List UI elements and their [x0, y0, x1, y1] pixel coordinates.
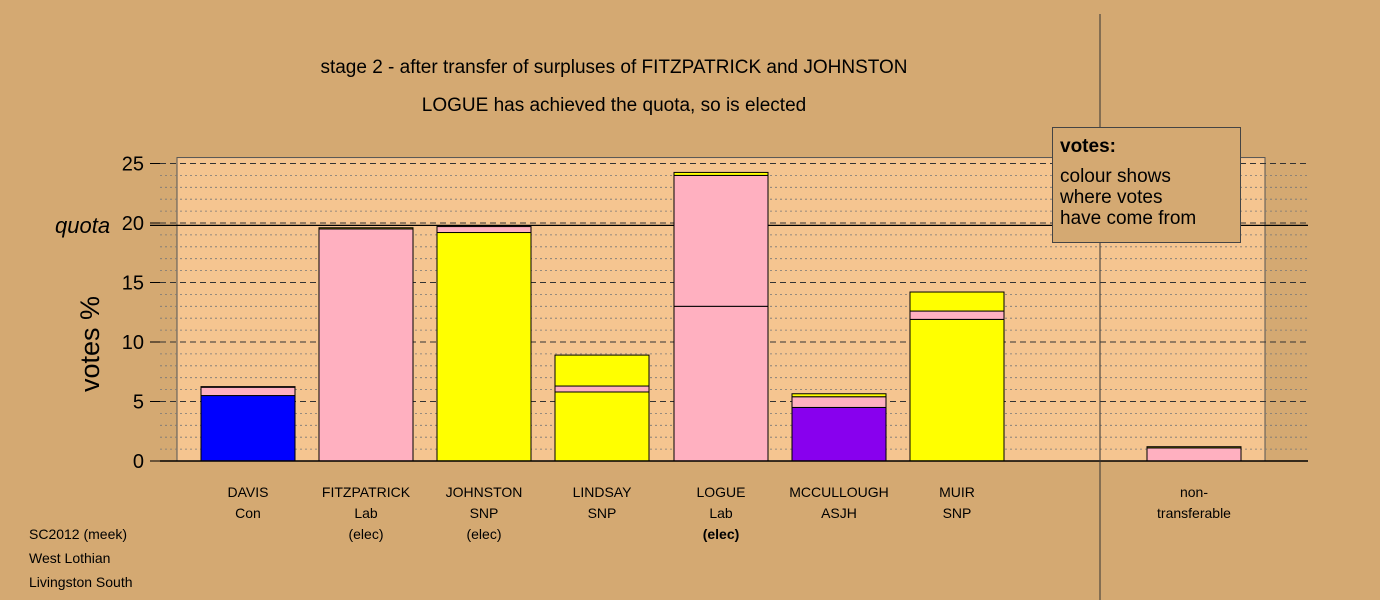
legend-line: have come from: [1060, 208, 1197, 229]
chart-subtitle: LOGUE has achieved the quota, so is elec…: [422, 95, 806, 116]
candidate-label-muir: MUIR: [939, 484, 975, 500]
nontransferable-label: transferable: [1157, 505, 1231, 521]
footer-council: West Lothian: [29, 550, 111, 566]
legend-line: colour shows: [1060, 166, 1171, 187]
bar-segment-fitzpatrick: [318, 228, 414, 462]
bar-segment-johnston: [436, 232, 532, 462]
y-tick-label: 0: [133, 451, 144, 473]
candidate-label-fitzpatrick: FITZPATRICK: [322, 484, 411, 500]
y-tick-label: 20: [122, 213, 144, 235]
bar-segment-logue: [673, 171, 769, 176]
bar-segment-johnston: [436, 226, 532, 234]
footer-method: SC2012 (meek): [29, 526, 128, 542]
nontransferable-label: non-: [1180, 484, 1208, 500]
y-tick-label: 25: [122, 154, 144, 176]
y-tick-label: 15: [122, 273, 144, 295]
bar-segment-muir: [909, 291, 1005, 312]
bar-segment-mccullough: [791, 393, 887, 398]
y-tick-label: 5: [133, 392, 144, 414]
y-tick-label: 10: [122, 332, 144, 354]
y-axis-label: votes %: [75, 296, 105, 392]
candidate-label-mccullough: MCCULLOUGH: [789, 484, 889, 500]
bar-segment-lindsay: [554, 354, 650, 387]
bar-segment-lindsay: [554, 391, 650, 462]
bar-segment-muir: [909, 318, 1005, 462]
bar-segment-davis: [200, 395, 296, 462]
bar-segment-nontransferable: [1146, 446, 1242, 449]
chart-title: stage 2 - after transfer of surpluses of…: [320, 57, 907, 78]
candidate-label-fitzpatrick: (elec): [348, 526, 383, 542]
candidate-label-lindsay: SNP: [588, 505, 617, 521]
bar-segment-mccullough: [791, 406, 887, 462]
quota-label: quota: [55, 213, 110, 238]
candidate-label-johnston: (elec): [466, 526, 501, 542]
candidate-label-logue: (elec): [703, 526, 740, 542]
candidate-label-lindsay: LINDSAY: [573, 484, 633, 500]
bar-segment-mccullough: [791, 396, 887, 408]
candidate-label-logue: LOGUE: [696, 484, 745, 500]
legend-title: votes:: [1060, 136, 1116, 157]
candidate-label-davis: Con: [235, 505, 261, 521]
bar-segment-nontransferable: [1146, 447, 1242, 462]
legend-line: where votes: [1060, 187, 1163, 208]
footer-ward: Livingston South: [29, 574, 133, 590]
candidate-label-johnston: SNP: [470, 505, 499, 521]
bar-segment-fitzpatrick: [318, 227, 414, 230]
candidate-label-johnston: JOHNSTON: [446, 484, 523, 500]
bar-segment-davis: [200, 386, 296, 388]
candidate-label-fitzpatrick: Lab: [354, 505, 378, 521]
candidate-label-mccullough: ASJH: [821, 505, 857, 521]
candidate-label-logue: Lab: [709, 505, 733, 521]
candidate-label-davis: DAVIS: [228, 484, 269, 500]
bar-segment-logue: [673, 305, 769, 462]
bar-segment-muir: [909, 310, 1005, 320]
bar-segment-davis: [200, 386, 296, 397]
bar-segment-logue: [673, 174, 769, 307]
bar-segment-lindsay: [554, 385, 650, 393]
legend: votes: colour shows where votes have com…: [1052, 127, 1241, 243]
candidate-label-muir: SNP: [943, 505, 972, 521]
